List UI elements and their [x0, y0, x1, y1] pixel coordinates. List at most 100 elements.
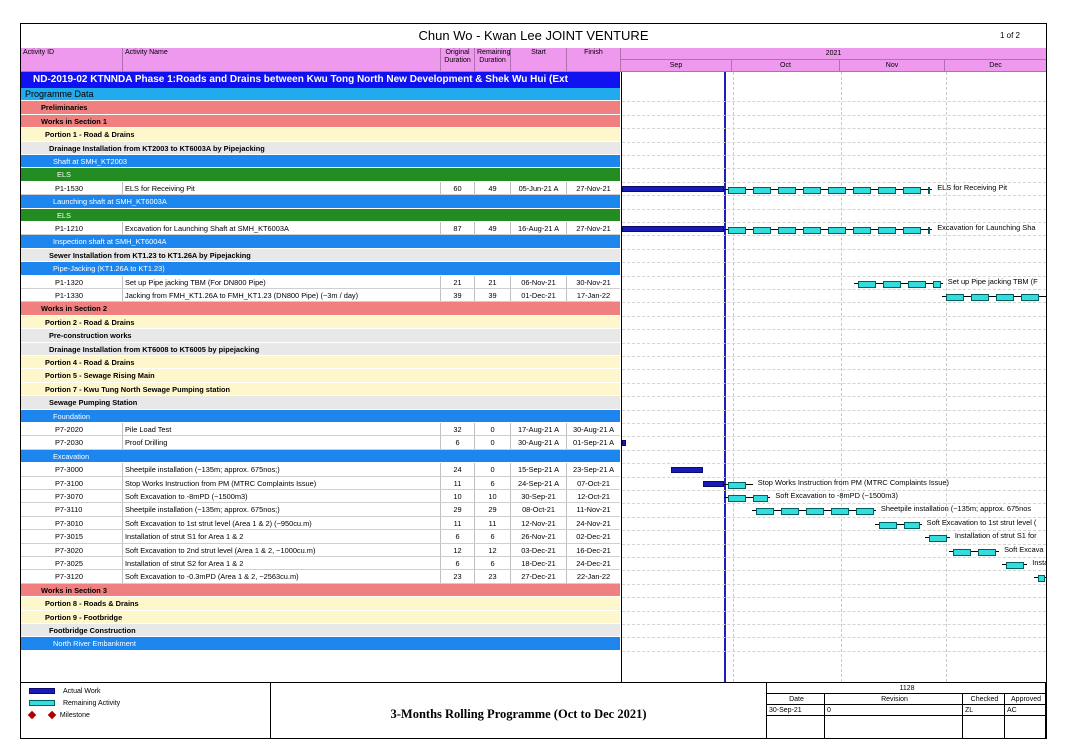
wbs-row[interactable]: Foundation [21, 409, 620, 423]
cell-finish: 17-Jan-22 [567, 289, 620, 301]
wbs-row[interactable]: ELS [21, 168, 620, 182]
row-gridline [622, 583, 1046, 585]
cell-original-duration: 60 [441, 181, 475, 195]
wbs-row[interactable]: Excavation [21, 449, 620, 464]
activity-row[interactable]: P7-2020 Pile Load Test 32 0 17-Aug-21 A 30-Au… [21, 423, 620, 437]
activity-row[interactable]: P7-3100 Stop Works Instruction from PM (M… [21, 476, 620, 490]
milestone-diamond-icon [47, 710, 57, 720]
activity-row[interactable]: P7-3010 Soft Excavation to 1st strut leve… [21, 516, 620, 531]
remaining-bar[interactable] [724, 481, 753, 489]
row-gridline [622, 356, 1046, 357]
wbs-row[interactable]: Preliminaries [21, 101, 620, 115]
cell-remaining-duration: 21 [475, 275, 511, 288]
remaining-segment [879, 521, 898, 529]
wbs-row[interactable]: Portion 7 - Kwu Tung North Sewage Pumpin… [21, 382, 620, 397]
wbs-row[interactable]: Portion 1 - Road & Drains [21, 128, 620, 142]
wbs-row[interactable]: ELS [21, 208, 620, 222]
legend-actual: Actual Work [29, 687, 101, 697]
col-activity-name[interactable]: Activity Name [123, 48, 441, 72]
cell-remaining-duration: 0 [475, 436, 511, 449]
wbs-row[interactable]: Launching shaft at SMH_KT6003A [21, 195, 620, 209]
remaining-segment [803, 186, 822, 194]
remaining-bar[interactable] [854, 280, 943, 288]
remaining-bar[interactable] [942, 294, 1046, 301]
remaining-bar[interactable] [724, 495, 771, 502]
remaining-bar[interactable] [752, 508, 876, 516]
timeline-year: 2021 [621, 48, 1046, 60]
wbs-row[interactable]: Inspection shaft at SMH_KT6004A [21, 235, 620, 249]
wbs-row[interactable]: Sewage Pumping Station [21, 396, 620, 410]
remaining-bar[interactable] [1002, 562, 1028, 569]
wbs-row[interactable]: Sewer Installation from KT1.23 to KT1.26… [21, 248, 620, 263]
wbs-row[interactable]: Drainage Installation from KT2003 to KT6… [21, 141, 620, 155]
remaining-bar[interactable] [949, 548, 1000, 556]
remaining-bar[interactable] [724, 227, 933, 234]
activity-row[interactable]: P1-1210 Excavation for Launching Shaft at… [21, 222, 620, 236]
activity-row[interactable]: P1-1330 Jacking from FMH_KT1.26A to FMH_K… [21, 289, 620, 303]
cell-original-duration: 6 [441, 436, 475, 449]
actual-bar[interactable] [622, 440, 626, 447]
wbs-row[interactable]: Portion 9 - Footbridge [21, 610, 620, 624]
remaining-bar[interactable] [724, 186, 933, 194]
bar-label: Soft Excavation to -8mPD (~1500m3) [775, 491, 898, 500]
actual-bar[interactable] [702, 480, 725, 487]
rev-date: 30-Sep-21 [767, 705, 825, 716]
remaining-bar[interactable] [875, 521, 922, 529]
cell-finish: 27-Nov-21 [567, 182, 620, 194]
activity-row[interactable]: P7-3020 Soft Excavation to 2nd strut leve… [21, 543, 620, 557]
col-finish[interactable]: Finish [567, 48, 621, 72]
wbs-label: ELS [57, 210, 71, 220]
wbs-row[interactable]: Pipe-Jacking (KT1.26A to KT1.23) [21, 262, 620, 276]
month-nov: Nov [840, 60, 945, 72]
remaining-segment [853, 227, 872, 234]
wbs-row[interactable]: Works in Section 3 [21, 583, 620, 598]
activity-row[interactable]: P7-3025 Installation of strut S2 for Area… [21, 557, 620, 571]
activity-row[interactable]: P1-1320 Set up Pipe jacking TBM (For DN80… [21, 275, 620, 289]
remaining-bar[interactable] [1033, 575, 1046, 583]
remaining-segment [853, 186, 872, 194]
col-original-duration[interactable]: Original Duration [441, 48, 475, 72]
activity-row[interactable]: P7-3015 Installation of strut S1 for Area… [21, 530, 620, 544]
bar-label: Excavation for Launching Sha [937, 223, 1036, 232]
wbs-row[interactable]: Programme Data [21, 88, 620, 102]
wbs-row[interactable]: Portion 2 - Road & Drains [21, 315, 620, 330]
wbs-row[interactable]: Portion 8 - Roads & Drains [21, 597, 620, 611]
actual-bar[interactable] [671, 467, 704, 474]
cell-activity-name: Installation of strut S2 for Area 1 & 2 [123, 557, 441, 570]
wbs-row[interactable]: Drainage Installation from KT6008 to KT6… [21, 342, 620, 356]
actual-bar[interactable] [622, 226, 725, 232]
activity-row[interactable]: P7-3070 Soft Excavation to -8mPD (~1500m3… [21, 490, 620, 504]
cell-finish: 24-Nov-21 [567, 517, 620, 529]
activity-row[interactable]: P7-3110 Sheetpile installation (~135m; ap… [21, 503, 620, 517]
activity-row[interactable]: P7-2030 Proof Drilling 6 0 30-Aug-21 A 01-Sep… [21, 436, 620, 450]
col-start[interactable]: Start [511, 48, 567, 72]
remaining-segment [753, 495, 769, 502]
remaining-segment [753, 227, 772, 234]
wbs-row[interactable]: Works in Section 2 [21, 302, 620, 316]
remaining-bar[interactable] [924, 535, 950, 543]
rev-blank [963, 716, 1005, 738]
activity-row[interactable]: P7-3120 Soft Excavation to -0.3mPD (Area … [21, 570, 620, 584]
activity-row[interactable]: P7-3000 Sheetpile installation (~135m; ap… [21, 463, 620, 477]
activity-row[interactable]: P1-1530 ELS for Receiving Pit 60 49 05-Jun-2… [21, 181, 620, 196]
actual-bar[interactable] [622, 185, 725, 192]
wbs-row[interactable]: Footbridge Construction [21, 624, 620, 638]
wbs-row[interactable]: Works in Section 1 [21, 114, 620, 129]
wbs-row[interactable]: Shaft at SMH_KT2003 [21, 155, 620, 169]
wbs-row[interactable]: Portion 5 - Sewage Rising Main [21, 369, 620, 383]
col-activity-id[interactable]: Activity ID [21, 48, 123, 72]
cell-remaining-duration: 0 [475, 423, 511, 436]
cell-remaining-duration: 11 [475, 516, 511, 530]
wbs-label: Pipe-Jacking (KT1.26A to KT1.23) [53, 264, 165, 274]
wbs-row[interactable]: North River Embankment [21, 637, 620, 651]
wbs-row[interactable]: Portion 4 - Road & Drains [21, 356, 620, 370]
cell-activity-id: P7-3120 [21, 570, 123, 583]
page-number: 1 of 2 [999, 31, 1020, 40]
project-row[interactable]: ND-2019-02 KTNNDA Phase 1:Roads and Drai… [21, 72, 620, 88]
wbs-row[interactable]: Pre-construction works [21, 329, 620, 343]
row-gridline [622, 637, 1046, 639]
row-gridline [622, 369, 1046, 371]
col-remaining-duration[interactable]: Remaining Duration [475, 48, 511, 72]
remaining-segment [778, 186, 797, 194]
cell-original-duration: 87 [441, 222, 475, 235]
